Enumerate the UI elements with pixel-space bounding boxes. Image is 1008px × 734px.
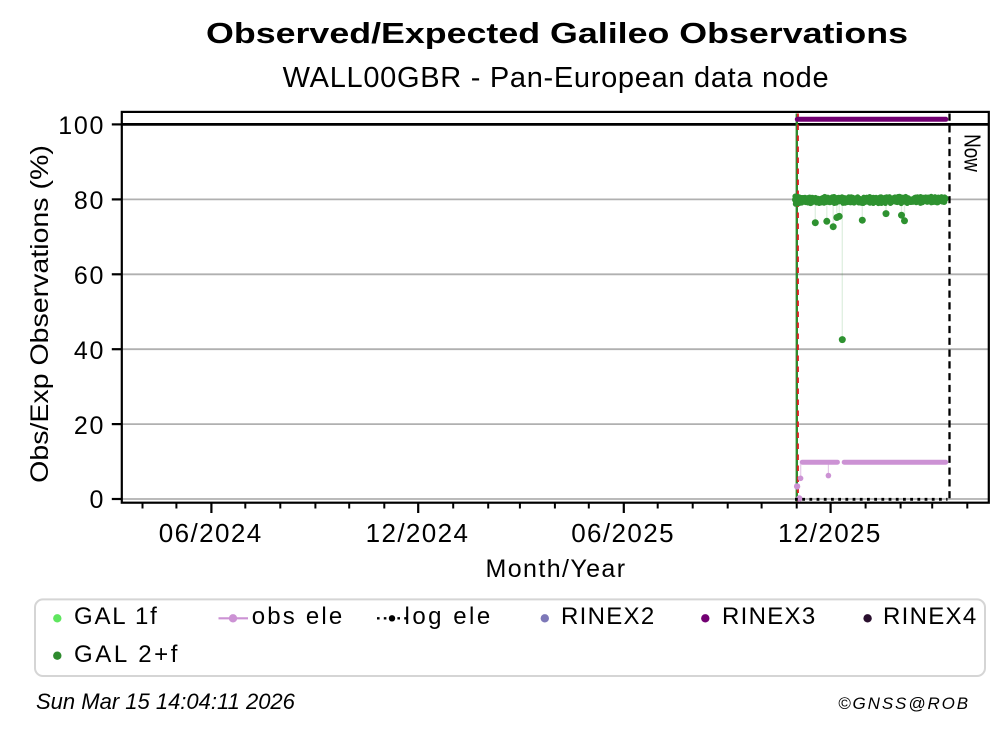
svg-text:Obs/Exp Observations (%): Obs/Exp Observations (%) — [26, 145, 54, 483]
svg-text:Observed/Expected Galileo Obse: Observed/Expected Galileo Observations — [206, 18, 908, 50]
